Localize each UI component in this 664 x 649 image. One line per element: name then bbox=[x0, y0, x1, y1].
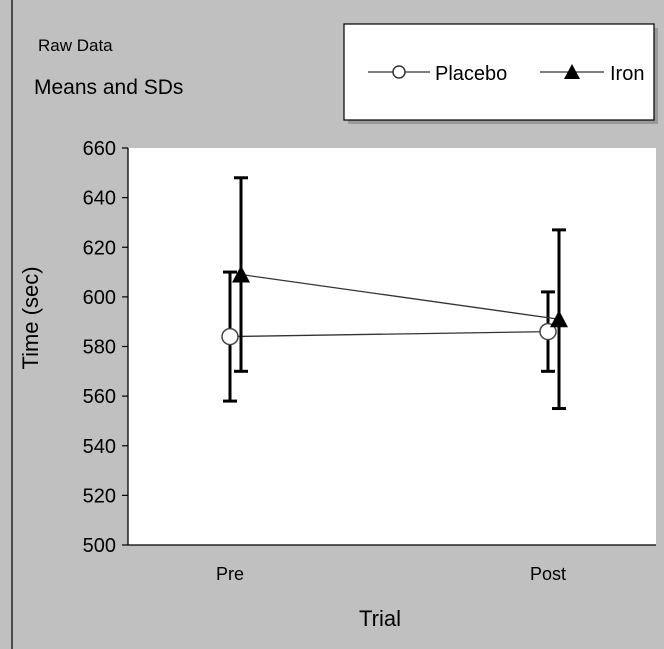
note-means-sds: Means and SDs bbox=[34, 76, 183, 99]
legend-label-placebo: Placebo bbox=[435, 63, 507, 85]
legend-label-iron: Iron bbox=[610, 63, 644, 85]
series-layer bbox=[221, 176, 568, 411]
note-raw-data: Raw Data bbox=[38, 36, 113, 55]
legend-marker-iron bbox=[564, 64, 580, 79]
y-tick-label-660: 660 bbox=[83, 138, 116, 160]
x-tick-label-pre: Pre bbox=[216, 564, 244, 584]
y-tick-label-580: 580 bbox=[83, 337, 116, 359]
y-tick-label-640: 640 bbox=[83, 188, 116, 210]
plot-area bbox=[128, 148, 656, 545]
y-tick-label-520: 520 bbox=[83, 485, 116, 507]
y-axis-ticks: 500 520 540 560 580 600 620 640 660 bbox=[83, 138, 128, 557]
point-placebo-post bbox=[539, 322, 557, 341]
legend-marker-placebo bbox=[392, 65, 406, 79]
x-tick-label-post: Post bbox=[530, 564, 566, 584]
point-placebo-pre bbox=[221, 327, 239, 346]
series-line-iron bbox=[240, 273, 560, 320]
y-tick-label-600: 600 bbox=[83, 287, 116, 309]
x-axis-label: Trial bbox=[359, 606, 401, 631]
point-iron-post bbox=[550, 310, 568, 328]
legend: Placebo Iron bbox=[343, 23, 658, 124]
series-line-placebo bbox=[229, 330, 549, 338]
y-axis-label: Time (sec) bbox=[18, 266, 43, 369]
y-tick-label-540: 540 bbox=[83, 436, 116, 458]
y-tick-label-500: 500 bbox=[83, 535, 116, 557]
y-tick-label-620: 620 bbox=[83, 237, 116, 259]
x-axis-ticks: Pre Post bbox=[216, 564, 566, 584]
point-iron-pre bbox=[232, 265, 250, 283]
y-tick-label-560: 560 bbox=[83, 386, 116, 408]
